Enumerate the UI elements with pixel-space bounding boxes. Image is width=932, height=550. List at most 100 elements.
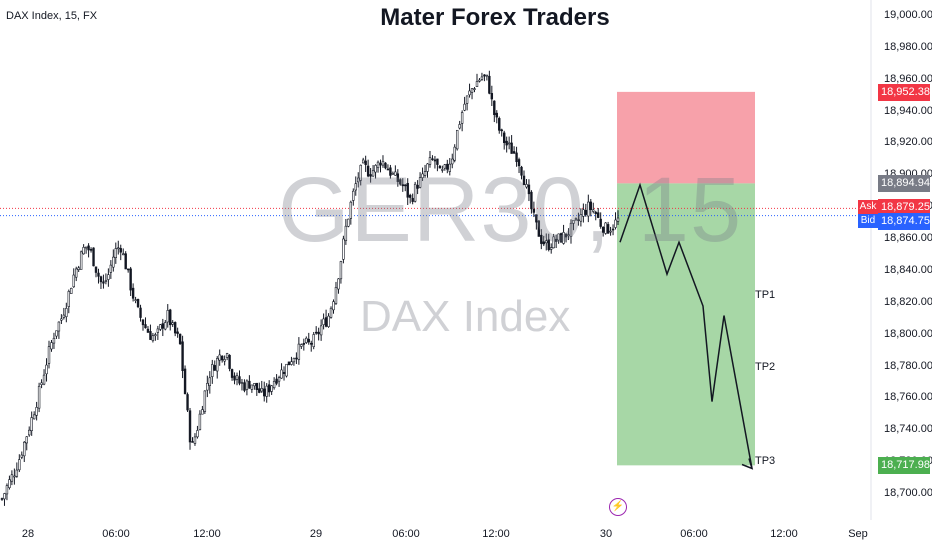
candle-body <box>515 152 518 163</box>
candle-body <box>50 342 53 350</box>
candle-body <box>25 436 28 444</box>
candle-body <box>552 236 555 249</box>
y-tick-label: 18,800.00 <box>884 327 932 340</box>
candle-body <box>564 233 568 238</box>
candle-body <box>379 162 382 166</box>
bid-price-label: 18,874.75 <box>878 212 930 230</box>
x-tick-label: Sep <box>848 528 868 540</box>
candle-body <box>520 166 523 176</box>
candle-body <box>599 218 602 227</box>
candle-body <box>307 338 310 343</box>
candle-body <box>122 253 125 256</box>
candle-body <box>354 183 357 191</box>
projection-arrowhead <box>741 458 754 470</box>
projection-line <box>619 182 753 469</box>
candle-body <box>290 361 293 365</box>
candle-body <box>0 498 4 500</box>
candle-body <box>554 238 558 242</box>
candle-body <box>129 268 132 291</box>
candle-body <box>47 346 51 364</box>
candle-body <box>287 361 291 366</box>
candle-body <box>408 194 412 198</box>
candle-body <box>525 184 528 188</box>
candle-body <box>30 417 33 431</box>
candle-body <box>512 151 516 154</box>
candle-body <box>260 388 263 392</box>
candle-body <box>79 251 83 270</box>
candle-body <box>104 280 108 282</box>
candle-body <box>337 278 340 290</box>
candle-body <box>206 383 209 391</box>
watermark-name: DAX Index <box>360 292 571 341</box>
candle-body <box>498 118 501 131</box>
candle-body <box>181 341 184 372</box>
risk-zone <box>617 91 755 184</box>
candle-body <box>589 201 592 211</box>
candle-body <box>352 190 355 201</box>
candle-body <box>431 158 434 161</box>
candle-body <box>166 310 169 323</box>
candle-body <box>285 363 288 377</box>
candle-body <box>614 219 617 228</box>
candle-body <box>183 368 187 395</box>
candle-body <box>505 140 508 146</box>
y-tick-label: 18,820.00 <box>884 295 932 308</box>
candle-body <box>240 382 244 384</box>
candle-body <box>483 74 486 77</box>
candle-body <box>20 454 23 458</box>
candle-body <box>606 224 610 234</box>
candle-body <box>18 459 21 471</box>
y-tick-label: 18,840.00 <box>884 263 932 276</box>
y-tick-label: 18,760.00 <box>884 391 932 404</box>
candle-body <box>94 266 98 273</box>
candle-body <box>107 274 110 280</box>
candle-body <box>404 184 407 187</box>
x-tick-label: 28 <box>21 528 35 540</box>
candle-body <box>253 383 256 387</box>
candle-body <box>569 222 573 237</box>
candle-body <box>453 146 456 161</box>
candle-body <box>601 226 605 233</box>
candle-body <box>188 410 192 443</box>
candle-body <box>475 81 479 87</box>
candle-body <box>545 240 548 244</box>
candle-body <box>208 377 212 387</box>
stop-price-label: 18,952.38 <box>878 83 930 101</box>
candle-body <box>70 288 73 294</box>
candle-body <box>329 307 333 318</box>
x-tick-label: 12:00 <box>193 528 221 540</box>
candle-body <box>567 234 570 236</box>
candle-body <box>295 357 298 360</box>
candle-body <box>550 247 553 250</box>
candle-body <box>327 315 330 327</box>
candle-body <box>154 334 157 337</box>
candle-body <box>574 218 578 220</box>
candle-body <box>191 441 194 443</box>
candle-body <box>406 182 409 198</box>
candle-body <box>579 214 583 222</box>
candle-body <box>436 158 439 165</box>
candle-body <box>270 385 273 392</box>
candle-body <box>141 319 145 326</box>
candle-body <box>151 335 155 341</box>
lightning-icon[interactable]: ⚡ <box>609 498 627 516</box>
symbol-label[interactable]: DAX Index, 15, FX <box>6 10 98 22</box>
candle-body <box>144 324 147 329</box>
candle-body <box>314 331 318 334</box>
candle-body <box>517 159 521 167</box>
candle-body <box>275 378 278 384</box>
candle-body <box>344 225 348 241</box>
candle-body <box>248 380 251 389</box>
candle-body <box>42 374 46 385</box>
candle-body <box>542 241 545 245</box>
candle-body <box>13 475 16 478</box>
candle-body <box>557 233 560 241</box>
candle-body <box>8 479 11 488</box>
candle-body <box>159 324 162 330</box>
candle-body <box>228 355 231 369</box>
ask-tag: Ask <box>858 200 878 215</box>
candle-body <box>272 381 276 389</box>
candle-body <box>443 164 447 169</box>
candle-body <box>149 331 152 340</box>
